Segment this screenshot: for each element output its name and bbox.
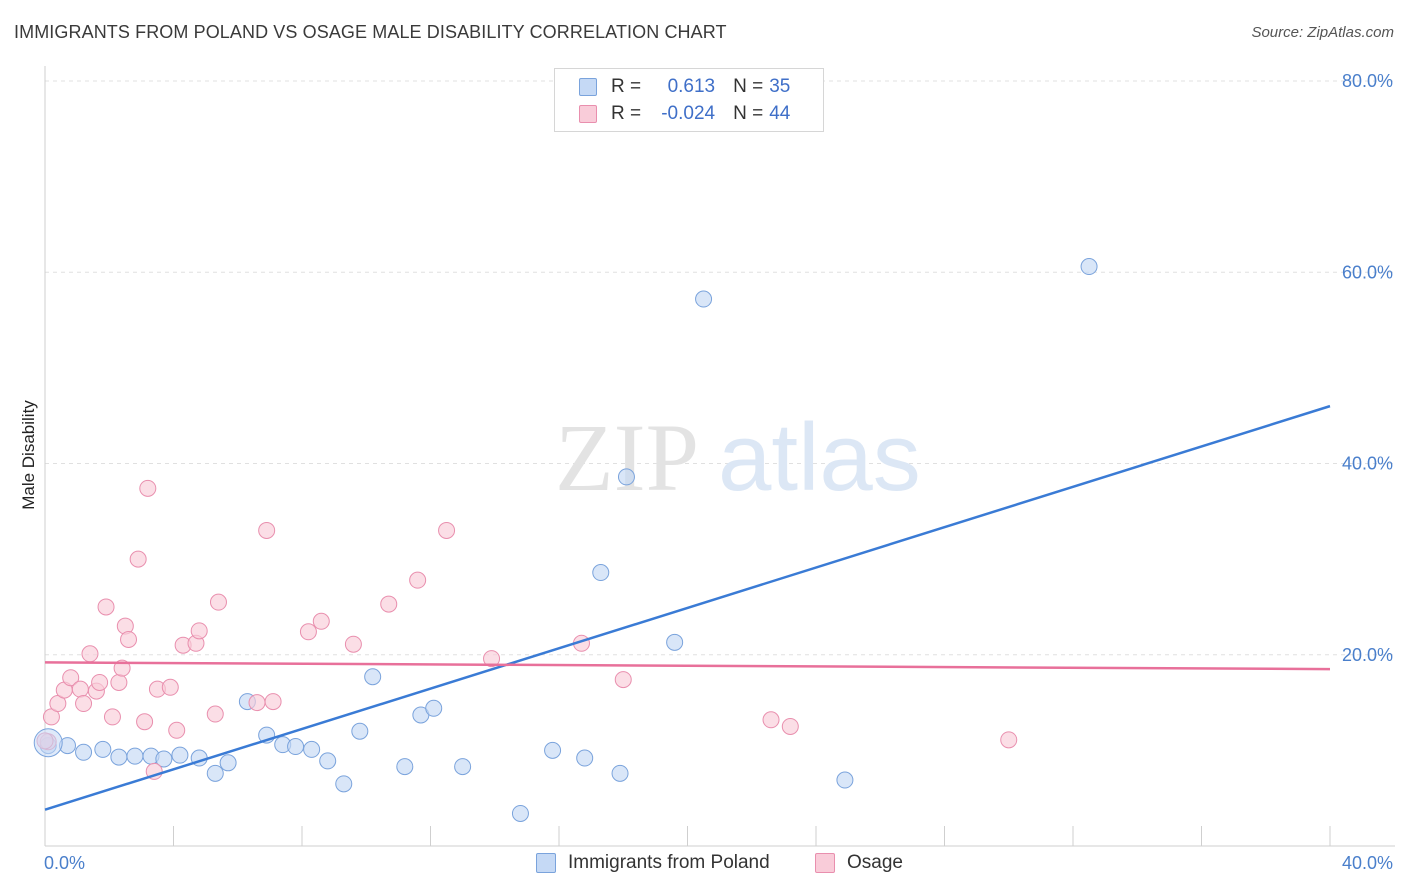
point-osage (209, 593, 227, 611)
point-poland (617, 468, 635, 486)
y-axis-label: Male Disability (19, 400, 38, 510)
point-osage (91, 673, 109, 691)
trendline-poland (44, 404, 1331, 811)
point-poland (351, 722, 369, 740)
legend-r-value: -0.024 (661, 103, 716, 124)
legend-swatch-poland (579, 78, 597, 96)
point-poland (1080, 258, 1098, 276)
legend-r-label: R = (611, 103, 642, 124)
point-poland (511, 804, 529, 822)
source-label: Source: ZipAtlas.com (1251, 24, 1394, 41)
point-osage (75, 695, 93, 713)
point-poland (110, 748, 128, 766)
watermark: ZIP atlas (555, 404, 921, 511)
legend-r-value: 0.613 (667, 76, 716, 97)
legend-swatch-osage (579, 105, 597, 123)
point-osage (614, 671, 632, 689)
point-poland (576, 749, 594, 767)
y-tick-label: 20.0% (1342, 645, 1393, 665)
point-osage (103, 708, 121, 726)
chart-title: IMMIGRANTS FROM POLAND VS OSAGE MALE DIS… (14, 22, 727, 42)
point-osage (380, 595, 398, 613)
point-poland (425, 699, 443, 717)
point-poland (592, 564, 610, 582)
point-poland (75, 743, 93, 761)
data-points (33, 258, 1098, 822)
legend-box: R = 0.613 N = 35 R = -0.024 N = 44 (554, 68, 824, 132)
point-poland (219, 754, 237, 772)
point-poland (206, 764, 224, 782)
legend-n-label: N = (733, 103, 764, 124)
bottom-legend-swatch-osage (815, 853, 835, 873)
point-poland (454, 758, 472, 776)
point-osage (97, 598, 115, 616)
point-poland (364, 668, 382, 686)
bottom-legend-label-poland: Immigrants from Poland (568, 852, 770, 873)
point-poland-cluster (33, 728, 63, 758)
point-poland (319, 752, 337, 770)
point-osage (120, 630, 138, 648)
point-osage (312, 612, 330, 630)
point-poland (544, 741, 562, 759)
trendlines (44, 404, 1331, 811)
bottom-legend-label-osage: Osage (847, 852, 903, 873)
point-osage (258, 521, 276, 539)
point-osage (344, 635, 362, 653)
tick-labels: 20.0% 40.0% 60.0% 80.0% 0.0% 40.0% (44, 71, 1393, 873)
point-poland (287, 738, 305, 756)
point-poland (396, 758, 414, 776)
point-poland (666, 633, 684, 651)
bottom-legend-osage: Osage (815, 852, 903, 874)
point-poland (155, 750, 173, 768)
legend-n-label: N = (733, 76, 764, 97)
point-poland (836, 771, 854, 789)
point-osage (71, 680, 89, 698)
point-poland (126, 747, 144, 765)
y-tick-label: 40.0% (1342, 454, 1393, 474)
point-osage (264, 693, 282, 711)
y-tick-label: 60.0% (1342, 262, 1393, 282)
point-osage (409, 571, 427, 589)
point-osage (62, 669, 80, 687)
legend-n-value: 44 (769, 103, 791, 124)
point-poland (695, 290, 713, 308)
point-osage (129, 550, 147, 568)
y-tick-label: 80.0% (1342, 71, 1393, 91)
legend-n-value: 35 (769, 76, 791, 97)
point-osage (1000, 731, 1018, 749)
x-tick-label: 0.0% (44, 853, 85, 873)
bottom-legend-poland: Immigrants from Poland (536, 852, 770, 874)
point-osage (81, 645, 99, 663)
point-osage (483, 650, 501, 668)
point-osage (206, 705, 224, 723)
legend-r-label: R = (611, 76, 642, 97)
point-osage (136, 713, 154, 731)
point-osage (110, 673, 128, 691)
point-osage (781, 717, 799, 735)
point-poland (94, 740, 112, 758)
point-osage (139, 479, 157, 497)
point-osage (168, 721, 186, 739)
trendline-osage (44, 661, 1331, 671)
watermark-atlas: atlas (718, 404, 921, 511)
point-osage (190, 622, 208, 640)
point-osage (762, 711, 780, 729)
point-poland (303, 740, 321, 758)
point-poland (171, 746, 189, 764)
watermark-zip: ZIP (555, 404, 699, 511)
bottom-legend-swatch-poland (536, 853, 556, 873)
point-poland (611, 764, 629, 782)
legend-row-poland: R = 0.613 N = 35 (579, 74, 790, 100)
point-osage (248, 694, 266, 712)
point-poland (335, 775, 353, 793)
point-osage (299, 623, 317, 641)
point-osage (113, 659, 131, 677)
gridlines (45, 80, 1395, 656)
x-tick-label: 40.0% (1342, 853, 1393, 873)
point-osage (161, 678, 179, 696)
legend-row-osage: R = -0.024 N = 44 (579, 101, 790, 127)
point-osage (438, 521, 456, 539)
